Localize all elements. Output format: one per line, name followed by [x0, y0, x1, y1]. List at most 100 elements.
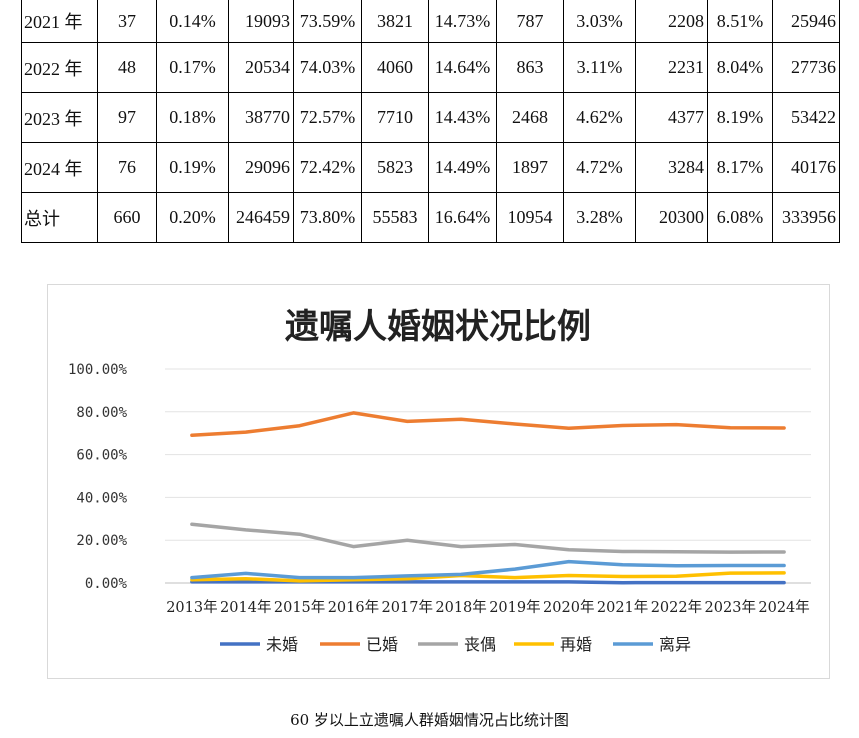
table-cell: 0.14% — [156, 0, 229, 43]
table-cell: 2021 年 — [21, 0, 98, 43]
table-cell: 73.59% — [293, 0, 362, 43]
table-cell: 8.19% — [707, 92, 773, 143]
table-cell: 14.49% — [428, 142, 497, 193]
table-cell: 333956 — [772, 192, 840, 243]
table-cell: 4.62% — [563, 92, 636, 143]
y-tick-label: 20.00% — [76, 533, 127, 549]
table-cell: 10954 — [496, 192, 564, 243]
x-tick-label: 2018年 — [435, 599, 486, 616]
x-tick-label: 2016年 — [328, 599, 379, 616]
y-tick-label: 60.00% — [76, 448, 127, 464]
table-cell: 3.03% — [563, 0, 636, 43]
legend-label: 丧偶 — [464, 635, 496, 654]
table-cell: 53422 — [772, 92, 840, 143]
table-cell: 97 — [97, 92, 157, 143]
table-cell: 7710 — [361, 92, 429, 143]
table-cell: 37 — [97, 0, 157, 43]
table-cell: 0.17% — [156, 42, 229, 93]
x-tick-label: 2014年 — [220, 599, 271, 616]
table-cell: 4060 — [361, 42, 429, 93]
table-cell: 20534 — [228, 42, 294, 93]
series-line-3 — [190, 571, 786, 583]
statistics-table: 2021 年 37 0.14% 19093 73.59% 3821 14.73% 787 3.0… — [21, 0, 840, 243]
table-cell: 2022 年 — [21, 42, 98, 93]
x-tick-label: 2013年 — [166, 599, 217, 616]
chart-title: 遗嘱人婚姻状况比例 — [285, 307, 591, 347]
x-tick-label: 2022年 — [651, 599, 702, 616]
table-cell: 3.11% — [563, 42, 636, 93]
table-cell: 14.43% — [428, 92, 497, 143]
table-row: 2022 年 48 0.17% 20534 74.03% 4060 14.64% 863 3.1… — [21, 42, 840, 93]
table-cell: 3284 — [635, 142, 708, 193]
table-cell: 19093 — [228, 0, 294, 43]
x-tick-label: 2019年 — [489, 599, 540, 616]
table-cell: 4.72% — [563, 142, 636, 193]
table-cell: 2231 — [635, 42, 708, 93]
legend-label: 已婚 — [366, 635, 398, 654]
table-cell: 25946 — [772, 0, 840, 43]
table-cell: 40176 — [772, 142, 840, 193]
table-row: 2023 年 97 0.18% 38770 72.57% 7710 14.43% 2468 4.… — [21, 92, 840, 143]
table-cell: 73.80% — [293, 192, 362, 243]
x-tick-label: 2024年 — [758, 599, 809, 616]
table-cell: 72.57% — [293, 92, 362, 143]
table-cell: 27736 — [772, 42, 840, 93]
marriage-ratio-chart: 遗嘱人婚姻状况比例 0.00% 20.00% 40.00% 60.00% 80.00% 1… — [47, 284, 830, 679]
table-cell: 1897 — [496, 142, 564, 193]
y-tick-label: 100.00% — [68, 362, 128, 378]
table-cell: 660 — [97, 192, 157, 243]
table-cell: 2208 — [635, 0, 708, 43]
table-cell: 72.42% — [293, 142, 362, 193]
x-tick-label: 2023年 — [705, 599, 756, 616]
table-cell: 8.51% — [707, 0, 773, 43]
table-cell: 20300 — [635, 192, 708, 243]
y-tick-label: 80.00% — [76, 405, 127, 421]
table-row: 总计 660 0.20% 246459 73.80% 55583 16.64% 10954 3.… — [21, 192, 840, 243]
table-cell: 863 — [496, 42, 564, 93]
legend-label: 离异 — [659, 635, 691, 654]
table-cell: 5823 — [361, 142, 429, 193]
table-cell: 3.28% — [563, 192, 636, 243]
table-cell: 2468 — [496, 92, 564, 143]
table-cell: 16.64% — [428, 192, 497, 243]
table-cell: 14.64% — [428, 42, 497, 93]
table-cell: 55583 — [361, 192, 429, 243]
figure-caption: 60 岁以上立遗嘱人群婚姻情况占比统计图 — [290, 711, 569, 729]
series-line-4 — [190, 559, 786, 580]
series-line-1 — [190, 411, 786, 438]
table-cell: 总计 — [21, 192, 98, 243]
table-cell: 2024 年 — [21, 142, 98, 193]
table-cell: 0.19% — [156, 142, 229, 193]
table-cell: 787 — [496, 0, 564, 43]
table-cell: 74.03% — [293, 42, 362, 93]
series-lines — [190, 411, 786, 585]
x-tick-label: 2017年 — [382, 599, 433, 616]
y-tick-label: 0.00% — [85, 576, 128, 592]
legend-label: 未婚 — [266, 635, 298, 654]
table-row: 2024 年 76 0.19% 29096 72.42% 5823 14.49% 1897 4.… — [21, 142, 840, 193]
series-line-0 — [190, 580, 786, 585]
table-cell: 48 — [97, 42, 157, 93]
table-cell: 76 — [97, 142, 157, 193]
table-cell: 14.73% — [428, 0, 497, 43]
table-row: 2021 年 37 0.14% 19093 73.59% 3821 14.73% 787 3.0… — [21, 0, 840, 43]
table-cell: 0.18% — [156, 92, 229, 143]
y-tick-label: 40.00% — [76, 490, 127, 506]
table-cell: 2023 年 — [21, 92, 98, 143]
x-tick-label: 2021年 — [597, 599, 648, 616]
table-cell: 8.04% — [707, 42, 773, 93]
legend: 未婚 已婚 丧偶 再婚 离异 — [220, 635, 691, 654]
table-cell: 3821 — [361, 0, 429, 43]
table-cell: 6.08% — [707, 192, 773, 243]
table-cell: 4377 — [635, 92, 708, 143]
y-axis-ticks: 0.00% 20.00% 40.00% 60.00% 80.00% 100.00% — [68, 362, 128, 592]
x-axis-ticks: 2013年 2014年 2015年 2016年 2017年 2018年 2019年 2020年… — [166, 599, 810, 616]
series-line-2 — [190, 522, 786, 554]
table-cell: 29096 — [228, 142, 294, 193]
table-cell: 0.20% — [156, 192, 229, 243]
x-tick-label: 2015年 — [274, 599, 325, 616]
legend-label: 再婚 — [560, 635, 592, 654]
x-tick-label: 2020年 — [543, 599, 594, 616]
table-cell: 8.17% — [707, 142, 773, 193]
table-cell: 246459 — [228, 192, 294, 243]
